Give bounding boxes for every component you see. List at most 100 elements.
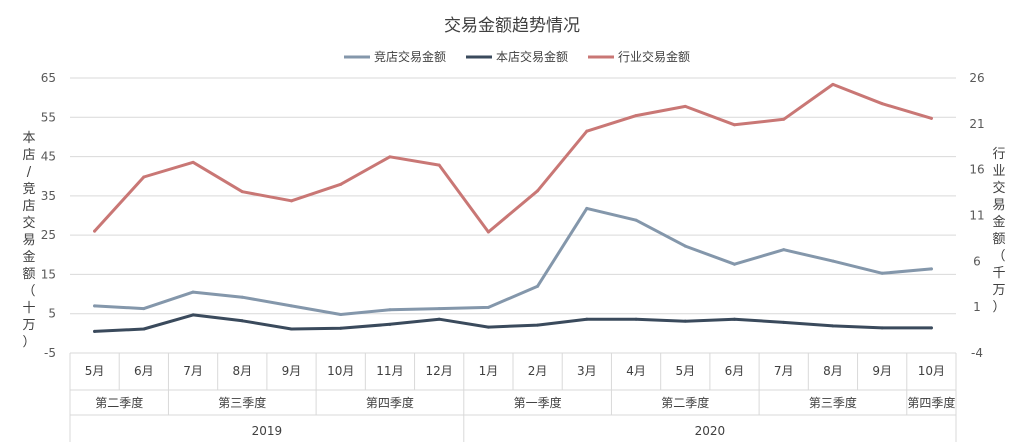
month-label: 6月: [725, 364, 745, 378]
data-point: [240, 190, 244, 194]
category-axis: 5月 6月 7月 8月 9月 10月 11月 12月 1月 2月 3月 4月 5月 6月 7月 8月 9月 10月…: [69, 353, 957, 442]
month-label: 10月: [327, 364, 354, 378]
month-label: 8月: [232, 364, 252, 378]
legend-item[interactable]: 竞店交易金额: [344, 49, 446, 64]
year-label: 2019: [252, 424, 283, 438]
data-point: [290, 199, 293, 203]
data-point: [191, 313, 195, 317]
legend-label: 本店交易金额: [496, 49, 568, 64]
data-point: [290, 327, 293, 331]
data-point: [437, 163, 441, 167]
quarter-label: 第三季度: [809, 395, 857, 410]
month-label: 9月: [282, 364, 302, 378]
data-point: [290, 304, 293, 308]
data-point: [831, 324, 835, 328]
data-point: [339, 313, 343, 316]
data-point: [733, 317, 736, 321]
left-tick-label: 45: [41, 150, 56, 164]
month-label: 9月: [872, 364, 892, 378]
month-label: 7月: [774, 364, 794, 378]
data-point: [683, 244, 687, 248]
quarter-label: 第四季度: [366, 395, 414, 410]
data-point: [585, 206, 589, 210]
data-point: [683, 319, 687, 323]
month-label: 5月: [675, 364, 695, 378]
right-tick-label: -4: [971, 346, 983, 360]
data-point: [880, 102, 884, 106]
legend-label: 行业交易金额: [618, 49, 690, 64]
data-point: [93, 304, 97, 308]
data-point: [782, 117, 786, 121]
data-point: [733, 262, 736, 266]
right-tick-label: 6: [973, 254, 981, 268]
data-point: [191, 160, 195, 164]
data-point: [880, 326, 884, 330]
data-point: [929, 326, 933, 330]
data-point: [93, 229, 97, 233]
data-point: [831, 259, 835, 263]
left-tick-label: 65: [41, 71, 56, 85]
data-point: [831, 82, 835, 86]
data-point: [339, 326, 343, 330]
month-label: 7月: [183, 364, 203, 378]
data-point: [142, 327, 146, 331]
data-point: [437, 307, 441, 311]
data-point: [388, 155, 392, 159]
data-point: [339, 182, 343, 186]
data-point: [142, 175, 146, 179]
data-point: [536, 189, 540, 193]
gridlines: [70, 77, 956, 354]
legend-item[interactable]: 行业交易金额: [588, 49, 690, 64]
chart-title: 交易金额趋势情况: [444, 16, 580, 36]
data-point: [929, 267, 933, 271]
left-axis-title: 本店/竞店交易金额（十万）: [22, 131, 35, 350]
quarter-label: 第二季度: [661, 395, 709, 410]
data-point: [634, 218, 638, 222]
month-label: 6月: [134, 364, 154, 378]
data-point: [388, 308, 392, 312]
left-tick-label: 15: [41, 267, 56, 281]
data-point: [93, 329, 97, 333]
month-label: 12月: [426, 364, 453, 378]
right-axis: 26 21 16 11 6 1 -4: [969, 71, 984, 360]
data-point: [733, 123, 736, 127]
data-point: [536, 284, 540, 288]
data-point: [880, 271, 884, 275]
legend-label: 竞店交易金额: [374, 49, 446, 64]
data-point: [191, 290, 195, 294]
month-label: 2月: [528, 364, 548, 378]
series-line: [93, 206, 933, 316]
month-label: 1月: [479, 364, 499, 378]
month-label: 8月: [823, 364, 843, 378]
legend[interactable]: 竞店交易金额 本店交易金额 行业交易金额: [344, 49, 690, 64]
month-label: 4月: [626, 364, 646, 378]
right-tick-label: 26: [969, 71, 984, 85]
data-point: [142, 307, 146, 311]
data-point: [634, 114, 638, 118]
data-point: [782, 248, 786, 252]
quarter-label: 第二季度: [95, 395, 143, 410]
data-point: [486, 305, 490, 309]
right-tick-label: 11: [969, 209, 984, 223]
left-tick-label: -5: [44, 346, 56, 360]
legend-item[interactable]: 本店交易金额: [466, 49, 568, 64]
data-point: [536, 323, 540, 327]
month-label: 11月: [376, 364, 403, 378]
data-point: [486, 325, 490, 329]
year-label: 2020: [695, 424, 726, 438]
data-point: [782, 320, 786, 324]
right-tick-label: 21: [969, 117, 984, 131]
quarter-label: 第四季度: [907, 395, 955, 410]
data-point: [634, 317, 638, 321]
data-point: [240, 319, 244, 323]
month-label: 5月: [85, 364, 105, 378]
data-point: [437, 317, 441, 321]
series-line: [93, 313, 933, 333]
left-axis: 65 55 45 35 25 15 5 -5: [41, 71, 56, 360]
left-tick-label: 35: [41, 189, 56, 203]
data-point: [240, 295, 244, 299]
data-point: [486, 230, 490, 234]
right-tick-label: 1: [973, 300, 981, 314]
right-tick-label: 16: [969, 163, 984, 177]
